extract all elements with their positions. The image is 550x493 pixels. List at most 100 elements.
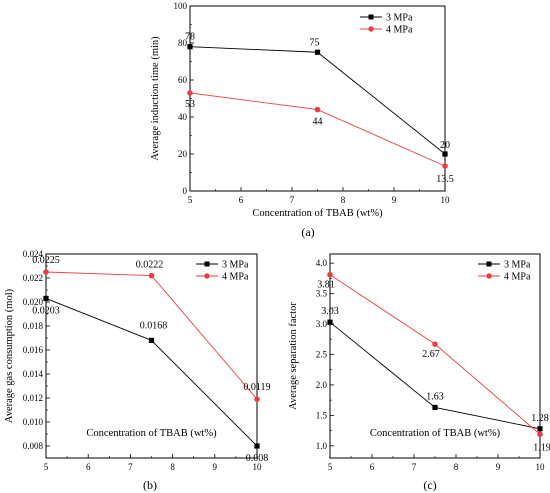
y-tick-label: 0.020 — [23, 297, 44, 307]
x-tick-label: 5 — [44, 462, 49, 472]
data-point — [537, 426, 543, 432]
y-tick-label: 0.018 — [23, 321, 44, 331]
legend-marker — [204, 273, 210, 279]
x-tick-label: 6 — [370, 462, 375, 472]
y-tick-label: 0.016 — [23, 345, 44, 355]
series-4-mpa: 53 44 13.5 — [185, 90, 454, 185]
y-tick-label: 3.0 — [316, 319, 328, 329]
legend-marker — [486, 261, 492, 267]
data-point — [537, 431, 543, 438]
x-axis-title: Concentration of TBAB (wt%) — [370, 428, 501, 439]
y-tick-label: 0 — [183, 186, 188, 196]
series-3-mpa: 3.03 1.63 1.28 — [321, 306, 549, 432]
y-tick-label: 2.5 — [316, 349, 328, 359]
data-point — [43, 295, 49, 301]
y-tick-label: 0.022 — [23, 273, 43, 283]
data-label: 0.0225 — [32, 255, 60, 266]
y-tick-label: 3.5 — [316, 289, 328, 299]
data-label: 78 — [185, 32, 195, 43]
data-point — [148, 337, 155, 343]
data-label: 75 — [310, 37, 320, 48]
data-point — [442, 163, 448, 169]
y-tick-label: 0.012 — [23, 393, 43, 403]
legend-label: 4 MPa — [504, 272, 531, 283]
data-label: 1.63 — [426, 391, 444, 402]
chart-c: 5 6 7 8 9 10 1.0 1.5 2.0 2.5 3.0 3.5 4.0 Concentratio… — [288, 253, 550, 492]
data-label: 1.28 — [531, 413, 549, 424]
data-point — [43, 269, 49, 275]
data-label: 0.0203 — [32, 305, 60, 316]
y-tick-label: 0.024 — [23, 249, 44, 259]
x-tick-label: 6 — [239, 195, 244, 205]
data-label: 0.0222 — [136, 260, 164, 271]
y-tick-label: 0.008 — [23, 441, 44, 451]
y-tick-label: 0.010 — [23, 417, 44, 427]
legend-marker — [486, 273, 492, 279]
data-label: 13.5 — [436, 174, 454, 185]
series-4-mpa: 3.81 2.67 1.19 — [317, 271, 550, 453]
x-tick-label: 9 — [496, 462, 501, 472]
legend-label: 4 MPa — [222, 272, 249, 283]
subfigure-caption: (a) — [301, 225, 314, 239]
data-point — [254, 396, 260, 403]
series-line — [329, 321, 541, 430]
data-label: 3.03 — [321, 306, 339, 317]
y-tick-label: 1.5 — [316, 410, 328, 420]
y-tick-label: 2.0 — [316, 380, 328, 390]
x-tick-label: 10 — [441, 195, 451, 205]
y-tick-label: 1.0 — [316, 441, 328, 451]
data-label: 2.67 — [422, 349, 440, 360]
data-point — [314, 106, 321, 113]
x-tick-label: 7 — [412, 462, 417, 472]
data-label: 1.19 — [533, 442, 550, 453]
x-tick-label: 9 — [213, 462, 218, 472]
x-tick-label: 8 — [170, 462, 175, 472]
data-label: 0.0168 — [140, 320, 168, 331]
x-axis-title: Concentration of TBAB (wt%) — [252, 208, 383, 219]
y-tick-label: 100 — [174, 1, 188, 11]
data-point — [432, 341, 438, 347]
y-tick-label: 20 — [178, 149, 188, 159]
x-tick-label: 10 — [253, 462, 263, 472]
y-tick-label: 40 — [178, 112, 188, 122]
x-tick-label: 7 — [290, 195, 295, 205]
y-axis-title: Average separation factor — [288, 302, 299, 410]
data-label: 3.81 — [317, 280, 335, 291]
data-point — [254, 443, 260, 449]
data-point — [442, 151, 448, 157]
series-line — [189, 92, 446, 167]
series-3-mpa: 78 75 20 — [185, 32, 450, 157]
legend-marker — [204, 261, 210, 267]
data-point — [187, 90, 193, 96]
data-point — [314, 49, 321, 55]
series-4-mpa: 0.0225 0.0222 0.0119 — [32, 255, 271, 403]
legend-label: 3 MPa — [222, 260, 249, 271]
x-tick-label: 8 — [341, 195, 346, 205]
data-point — [327, 271, 333, 278]
x-tick-label: 7 — [128, 462, 133, 472]
x-tick-label: 9 — [392, 195, 397, 205]
subfigure-caption: (b) — [143, 478, 157, 492]
data-point — [187, 44, 193, 50]
y-tick-label: 60 — [178, 75, 188, 85]
subfigure-caption: (c) — [423, 478, 436, 492]
x-tick-label: 6 — [86, 462, 91, 472]
y-tick-label: 4.0 — [316, 258, 328, 268]
x-tick-label: 5 — [188, 195, 193, 205]
y-tick-label: 80 — [178, 38, 188, 48]
y-axis-title: Average gas consumption (mol) — [4, 288, 15, 423]
chart-b: 5 6 7 8 9 100.0080.0100.0120.0140.0160.0180.0… — [4, 249, 271, 492]
data-label: 20 — [440, 140, 450, 151]
x-tick-label: 10 — [536, 462, 546, 472]
legend-label: 3 MPa — [504, 260, 531, 271]
y-axis-title: Average induction time (min) — [150, 36, 161, 161]
data-point — [432, 404, 438, 411]
data-point — [148, 272, 155, 279]
x-tick-label: 5 — [328, 462, 333, 472]
x-axis-title: Concentration of TBAB (wt%) — [86, 428, 217, 439]
data-label: 0.0119 — [243, 382, 270, 393]
